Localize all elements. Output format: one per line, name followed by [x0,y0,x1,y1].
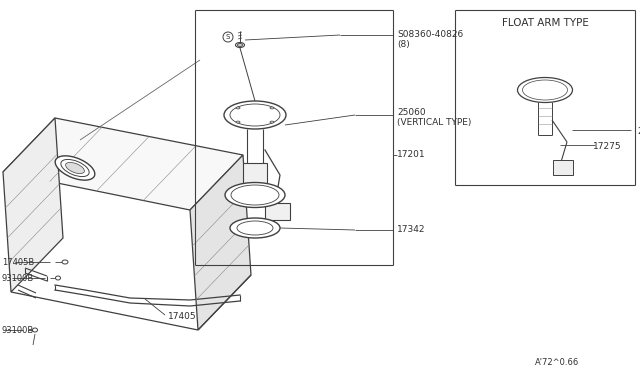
Polygon shape [3,118,243,210]
Ellipse shape [224,101,286,129]
Polygon shape [265,203,290,220]
Text: 25060: 25060 [397,108,426,117]
Ellipse shape [61,160,89,177]
Polygon shape [190,155,251,330]
Text: S08360-40826: S08360-40826 [397,30,463,39]
Ellipse shape [270,107,274,109]
Ellipse shape [270,121,274,123]
Text: 93100B: 93100B [2,274,35,283]
Text: (8): (8) [397,40,410,49]
Text: 17275: 17275 [593,142,621,151]
Ellipse shape [65,163,84,174]
Ellipse shape [236,42,244,48]
Ellipse shape [33,328,38,332]
Ellipse shape [230,104,280,126]
Text: 17342: 17342 [397,225,426,234]
Text: S: S [226,34,230,40]
Ellipse shape [237,44,243,46]
Text: (VERTICAL TYPE): (VERTICAL TYPE) [397,118,472,127]
Ellipse shape [230,218,280,238]
Text: 17201: 17201 [397,150,426,159]
Ellipse shape [225,183,285,208]
Text: 17405: 17405 [168,312,196,321]
Text: 17405B: 17405B [2,258,35,267]
Ellipse shape [237,221,273,235]
Ellipse shape [56,276,61,280]
Ellipse shape [231,185,279,205]
Text: A'72^0.66: A'72^0.66 [535,358,579,367]
Ellipse shape [55,156,95,180]
Ellipse shape [522,80,568,100]
Text: 93100B: 93100B [2,326,35,335]
Polygon shape [243,163,267,185]
Ellipse shape [236,121,240,123]
Polygon shape [3,118,63,292]
Ellipse shape [236,107,240,109]
Polygon shape [553,160,573,175]
Ellipse shape [518,77,573,103]
Text: FLOAT ARM TYPE: FLOAT ARM TYPE [502,18,588,28]
Text: 25060: 25060 [637,127,640,136]
Ellipse shape [62,260,68,264]
